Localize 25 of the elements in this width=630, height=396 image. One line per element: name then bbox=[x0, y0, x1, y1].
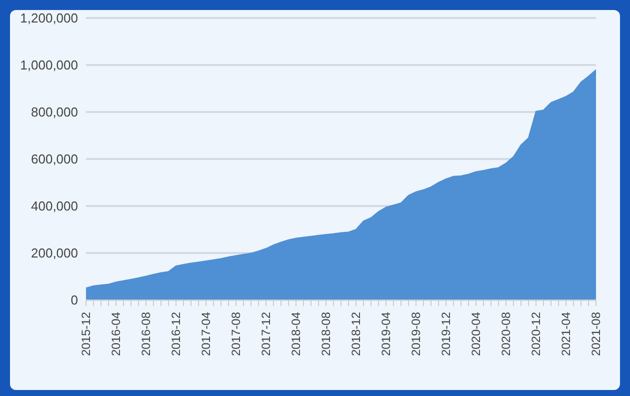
x-tick-label: 2017-12 bbox=[259, 312, 273, 356]
y-tick-label: 400,000 bbox=[31, 198, 78, 214]
x-tick-label: 2020-12 bbox=[529, 312, 543, 356]
y-tick-label: 600,000 bbox=[31, 152, 78, 167]
x-tick-label: 2017-04 bbox=[199, 312, 213, 356]
x-tick-label: 2020-04 bbox=[469, 312, 483, 356]
x-tick-label: 2019-12 bbox=[439, 312, 453, 356]
x-tick-label: 2019-04 bbox=[379, 312, 393, 356]
x-tick-label: 2018-12 bbox=[349, 312, 363, 356]
x-tick-label: 2018-04 bbox=[289, 312, 303, 356]
y-tick-label: 0 bbox=[70, 292, 78, 308]
x-tick-label: 2016-04 bbox=[109, 312, 123, 356]
y-tick-label: 800,000 bbox=[31, 104, 78, 120]
y-tick-label: 200,000 bbox=[31, 246, 78, 261]
x-tick-label: 2016-08 bbox=[139, 312, 153, 356]
x-tick-label: 2021-08 bbox=[589, 312, 603, 356]
x-tick-label: 2021-04 bbox=[559, 312, 573, 356]
x-tick-label: 2018-08 bbox=[319, 312, 333, 356]
x-tick-label: 2016-12 bbox=[169, 312, 183, 356]
x-tick-label: 2019-08 bbox=[409, 312, 423, 356]
x-tick-label: 2015-12 bbox=[79, 312, 93, 356]
x-tick-label: 2017-08 bbox=[229, 312, 243, 356]
y-tick-label: 1,200,000 bbox=[20, 10, 78, 26]
x-tick-label: 2020-08 bbox=[499, 312, 513, 356]
y-tick-label: 1,000,000 bbox=[20, 58, 78, 73]
